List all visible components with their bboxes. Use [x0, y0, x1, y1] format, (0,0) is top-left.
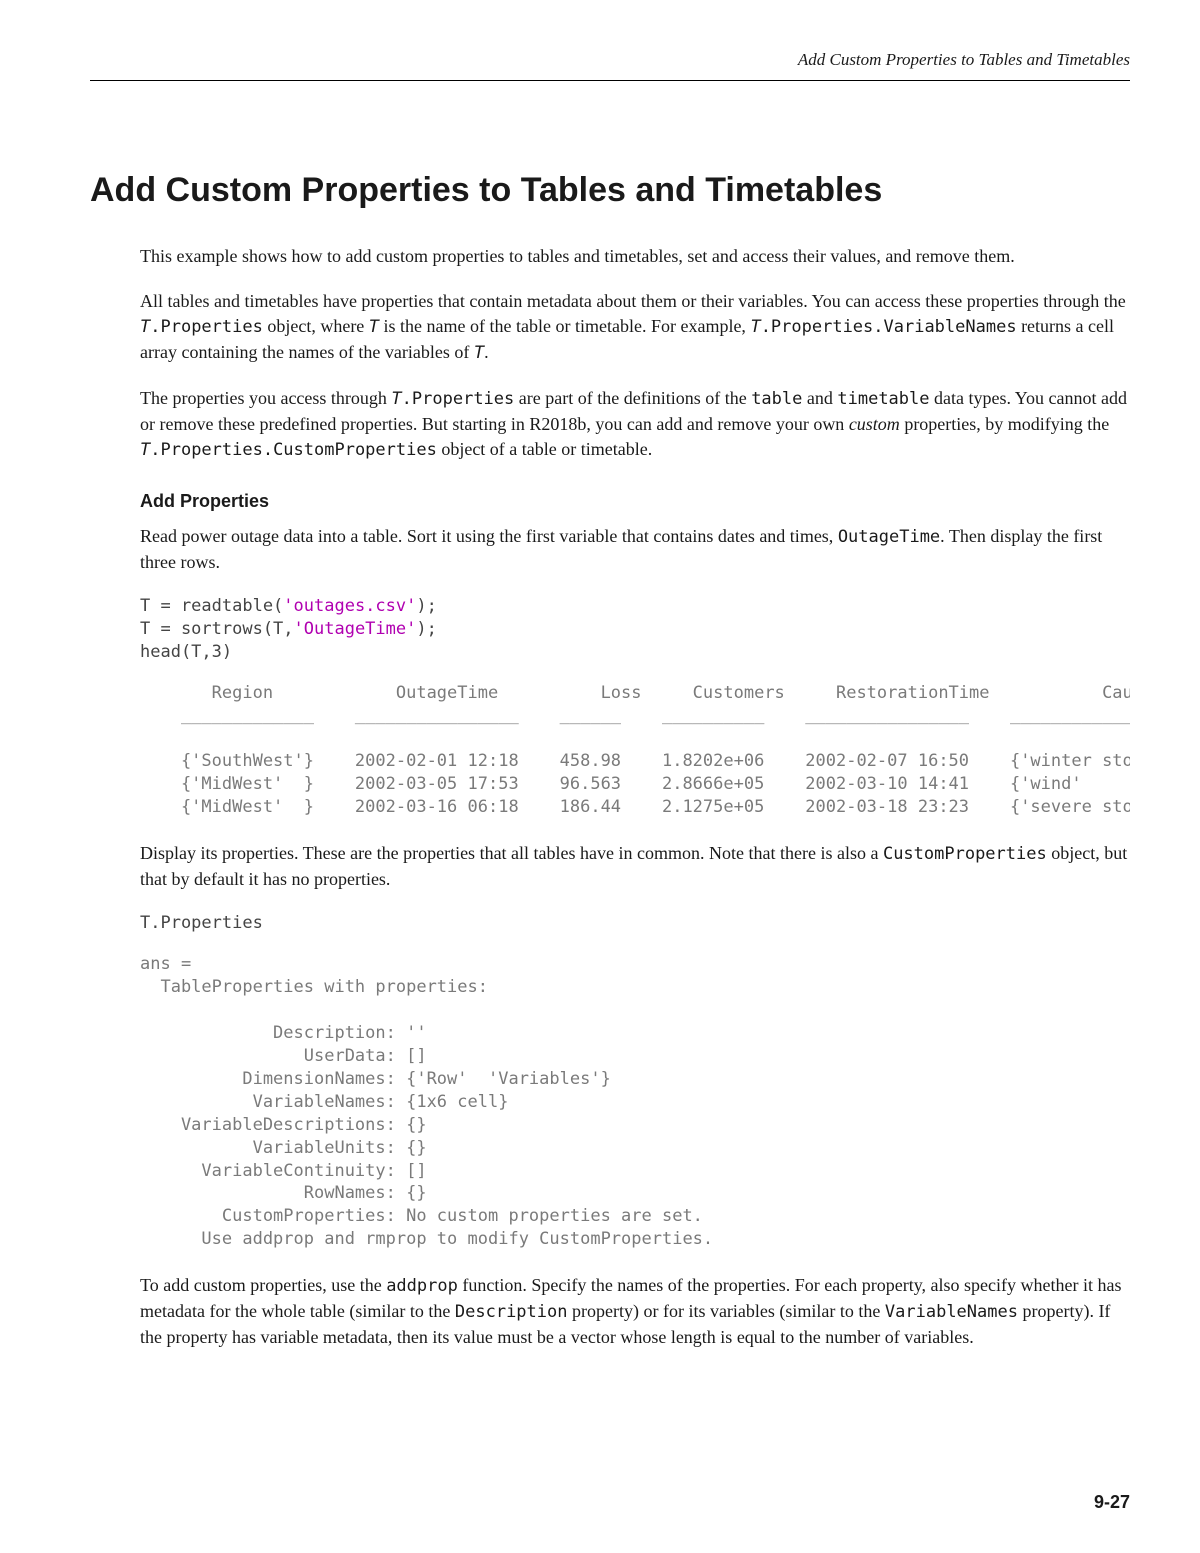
page-title: Add Custom Properties to Tables and Time… — [90, 171, 1130, 210]
code-description: Description — [455, 1302, 568, 1322]
code-props-suffix: .Properties — [402, 389, 515, 409]
running-header: Add Custom Properties to Tables and Time… — [90, 50, 1130, 81]
subheading-add-properties: Add Properties — [140, 491, 1130, 512]
text-span: property) or for its variables (similar … — [567, 1301, 884, 1321]
text-span: is the name of the table or timetable. F… — [379, 316, 750, 336]
text-span: To add custom properties, use the — [140, 1275, 386, 1295]
text-span: and — [802, 388, 837, 408]
text-span: All tables and timetables have propertie… — [140, 291, 1126, 311]
paragraph-addprop: To add custom properties, use the addpro… — [140, 1273, 1130, 1350]
code-customprops-suffix: .Properties.CustomProperties — [150, 440, 437, 460]
text-span: Display its properties. These are the pr… — [140, 843, 883, 863]
text-span: properties, by modifying the — [900, 414, 1109, 434]
code-t-properties: T — [140, 317, 150, 337]
page-number: 9-27 — [1094, 1492, 1130, 1513]
code-t-properties-suffix: .Properties — [150, 317, 263, 337]
paragraph-properties-object: All tables and timetables have propertie… — [140, 289, 1130, 366]
code-variablenames: VariableNames — [885, 1302, 1018, 1322]
code-string: 'OutageTime' — [294, 619, 417, 639]
documentation-page: Add Custom Properties to Tables and Time… — [0, 0, 1200, 1553]
code-table: table — [751, 389, 802, 409]
code-block-tproperties: T.Properties — [140, 912, 1130, 935]
text-span: are part of the definitions of the — [514, 388, 751, 408]
code-line: ); — [416, 619, 436, 639]
code-t: T — [391, 389, 401, 409]
paragraph-custom-properties: The properties you access through T.Prop… — [140, 386, 1130, 463]
code-varnames-suffix: .Properties.VariableNames — [761, 317, 1017, 337]
intro-paragraph: This example shows how to add custom pro… — [140, 244, 1130, 269]
code-string: 'outages.csv' — [283, 596, 416, 616]
code-t-end: T — [474, 343, 484, 363]
code-line: ); — [416, 596, 436, 616]
main-content: This example shows how to add custom pro… — [140, 244, 1130, 1350]
code-timetable: timetable — [837, 389, 929, 409]
code-addprop: addprop — [386, 1276, 458, 1296]
emphasis-custom: custom — [849, 414, 900, 434]
code-t: T — [369, 317, 379, 337]
text-span: . — [484, 342, 489, 362]
output-table: Region OutageTime Loss Customers Restora… — [140, 682, 1130, 820]
code-line: head(T,3) — [140, 642, 232, 662]
code-block-readtable: T = readtable('outages.csv'); T = sortro… — [140, 595, 1130, 664]
code-customproperties: CustomProperties — [883, 844, 1047, 864]
text-span: The properties you access through — [140, 388, 391, 408]
code-t: T — [140, 440, 150, 460]
text-span: Read power outage data into a table. Sor… — [140, 526, 838, 546]
paragraph-read-data: Read power outage data into a table. Sor… — [140, 524, 1130, 575]
code-t-var: T — [750, 317, 760, 337]
paragraph-display-properties: Display its properties. These are the pr… — [140, 841, 1130, 892]
code-line: T = readtable( — [140, 596, 283, 616]
text-span: object of a table or timetable. — [437, 439, 652, 459]
code-line: T = sortrows(T, — [140, 619, 294, 639]
output-properties: ans = TableProperties with properties: D… — [140, 953, 1130, 1251]
text-span: object, where — [263, 316, 369, 336]
code-outagetime: OutageTime — [838, 527, 940, 547]
